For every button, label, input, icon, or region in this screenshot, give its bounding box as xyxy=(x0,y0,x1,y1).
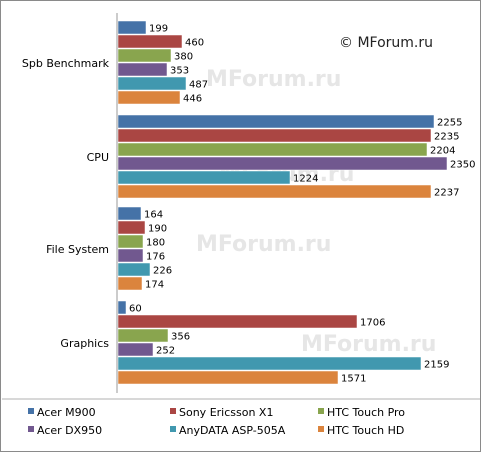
data-label: 2255 xyxy=(437,118,462,129)
legend-swatch xyxy=(318,426,324,432)
bar xyxy=(117,90,181,105)
data-label: 190 xyxy=(148,224,167,235)
legend-swatch xyxy=(170,408,176,414)
bar xyxy=(117,48,172,63)
watermark-text: MForum.ru xyxy=(206,67,341,92)
bar xyxy=(117,234,144,249)
bar xyxy=(117,76,187,91)
data-label: 174 xyxy=(145,280,164,291)
data-label: 487 xyxy=(189,80,208,91)
bar xyxy=(117,370,339,385)
legend-label: AnyDATA ASP-505A xyxy=(179,424,286,437)
legend-label: Acer M900 xyxy=(37,406,96,419)
bar xyxy=(117,114,435,129)
bar xyxy=(117,206,142,221)
watermark-text: MForum.ru xyxy=(196,232,331,257)
data-label: 1706 xyxy=(360,318,385,329)
category-label: File System xyxy=(46,243,109,256)
data-label: 353 xyxy=(170,66,189,77)
legend-label: HTC Touch HD xyxy=(327,424,404,437)
legend-swatch xyxy=(318,408,324,414)
copyright-label: © MForum.ru xyxy=(339,35,433,51)
bar xyxy=(117,184,432,199)
bar xyxy=(117,62,168,77)
category-labels: Spb Benchmark CPU File System Graphics xyxy=(22,57,110,350)
legend-label: Acer DX950 xyxy=(37,424,102,437)
data-label: 2235 xyxy=(434,132,459,143)
legend: Acer M900 Sony Ericsson X1 HTC Touch Pro Ac… xyxy=(28,406,405,437)
data-label: 60 xyxy=(129,304,142,315)
data-label: 1571 xyxy=(341,374,366,385)
legend-swatch xyxy=(170,426,176,432)
data-label: 226 xyxy=(153,266,172,277)
bar xyxy=(117,262,151,277)
legend-label: HTC Touch Pro xyxy=(327,406,405,419)
data-label: 199 xyxy=(149,24,168,35)
bar xyxy=(117,34,183,49)
data-label: 164 xyxy=(144,210,163,221)
legend-label: Sony Ericsson X1 xyxy=(179,406,273,419)
data-label: 460 xyxy=(185,38,204,49)
category-label: Graphics xyxy=(60,337,109,350)
bar xyxy=(117,220,146,235)
data-label: 380 xyxy=(174,52,193,63)
bar xyxy=(117,156,448,171)
bar xyxy=(117,300,127,315)
legend-swatch xyxy=(28,408,34,414)
data-label: 446 xyxy=(183,94,202,105)
bar xyxy=(117,342,154,357)
bar xyxy=(117,170,291,185)
bar xyxy=(117,248,144,263)
data-label: 2159 xyxy=(424,360,449,371)
data-label: 2350 xyxy=(450,160,475,171)
bar xyxy=(117,328,169,343)
bar xyxy=(117,276,143,291)
bar xyxy=(117,142,428,157)
watermark-text: MForum.ru xyxy=(301,332,436,357)
data-label: 252 xyxy=(156,346,175,357)
data-label: 1224 xyxy=(293,174,318,185)
data-label: 356 xyxy=(171,332,190,343)
data-label: 2204 xyxy=(430,146,455,157)
legend-swatch xyxy=(28,426,34,432)
data-label: 180 xyxy=(146,238,165,249)
category-label: CPU xyxy=(87,151,109,164)
bar xyxy=(117,128,432,143)
bar xyxy=(117,20,147,35)
data-label: 176 xyxy=(146,252,165,263)
bar xyxy=(117,314,358,329)
bar xyxy=(117,356,422,371)
data-label: 2237 xyxy=(434,188,459,199)
category-label: Spb Benchmark xyxy=(22,57,110,70)
